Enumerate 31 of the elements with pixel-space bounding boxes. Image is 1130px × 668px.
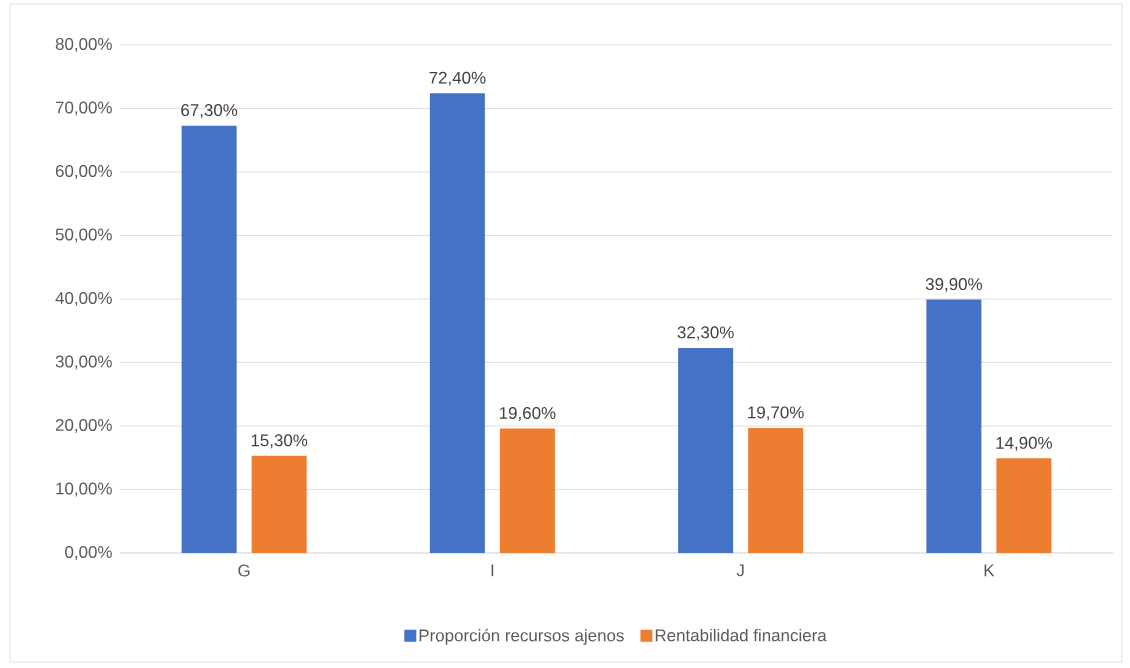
bar — [429, 93, 485, 553]
y-tick-label: 60,00% — [55, 164, 112, 179]
data-label: 14,90% — [996, 436, 1052, 451]
data-label: 19,70% — [748, 406, 804, 421]
bar — [251, 455, 307, 553]
y-tick-label: 70,00% — [55, 101, 112, 116]
bar — [748, 427, 804, 553]
bar — [181, 125, 237, 553]
legend-label: Rentabilidad financiera — [655, 628, 827, 642]
bar — [678, 347, 734, 553]
x-tick-label: I — [491, 564, 494, 577]
data-label: 32,30% — [677, 326, 734, 341]
y-tick-label: 80,00% — [55, 37, 112, 52]
data-label: 19,60% — [499, 407, 556, 422]
data-label: 67,30% — [181, 104, 238, 119]
bar — [996, 458, 1052, 553]
bar — [926, 299, 982, 553]
x-tick-label: K — [984, 564, 995, 577]
y-tick-label: 20,00% — [55, 418, 112, 433]
data-label: 39,90% — [925, 278, 982, 293]
legend-label: Proporción recursos ajenos — [419, 628, 624, 645]
y-tick-label: 10,00% — [56, 482, 112, 497]
y-tick-label: 50,00% — [55, 228, 112, 243]
bar — [499, 428, 555, 553]
data-label: 72,40% — [429, 71, 486, 86]
x-tick-label: G — [238, 564, 250, 577]
y-tick-label: 0,00% — [65, 545, 112, 560]
y-tick-label: 30,00% — [55, 355, 112, 370]
y-tick-label: 40,00% — [55, 291, 112, 306]
data-label: 15,30% — [251, 434, 308, 449]
x-tick-label: J — [736, 564, 744, 577]
